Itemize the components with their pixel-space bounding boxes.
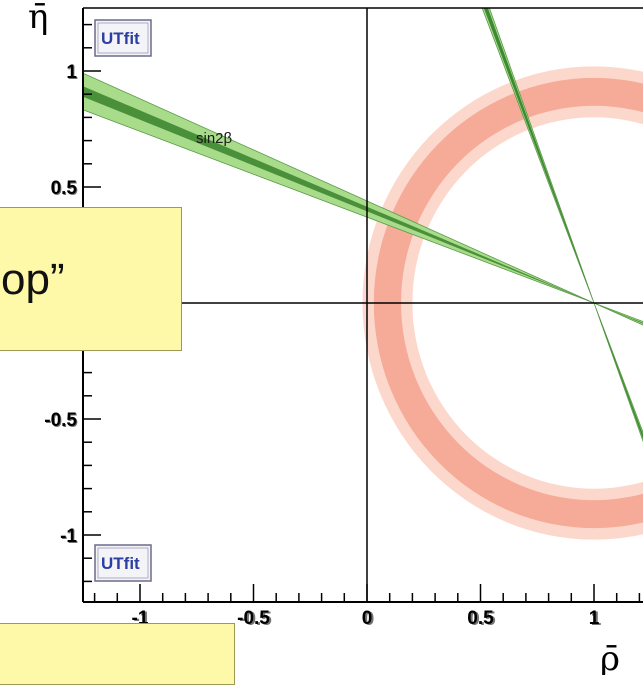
callout-text-top: op” [1, 258, 65, 302]
logo-text: UTfit [101, 29, 140, 48]
x-tick-label: 1 [591, 609, 602, 630]
sin2beta-label: sin2β [196, 130, 233, 147]
x-axis-label: ρ̄ [600, 639, 620, 675]
x-tick-label: 0.5 [469, 609, 496, 630]
utfit-logo-bottom: UTfit [95, 545, 151, 581]
x-tick-label: -0.5 [239, 609, 272, 630]
x-tick-label: 0 [364, 609, 375, 630]
callout-box-top: op” [0, 207, 182, 351]
y-tick-label: 1 [67, 63, 78, 84]
y-tick-label: -1 [61, 527, 78, 548]
y-axis-label: η̄ [28, 0, 48, 37]
y-tick-label: -0.5 [45, 411, 78, 432]
callout-box-bottom [0, 623, 235, 685]
y-tick-label: 0.5 [52, 179, 79, 200]
logo-text: UTfit [101, 554, 140, 573]
utfit-logo-top: UTfit [95, 20, 151, 56]
